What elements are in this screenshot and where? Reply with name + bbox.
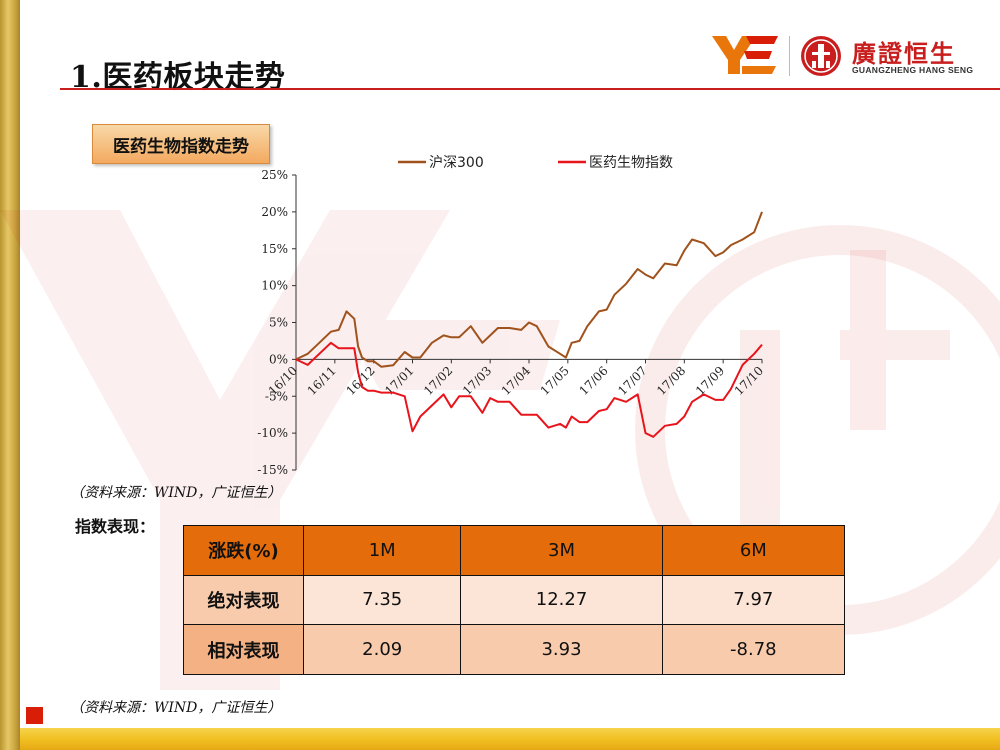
ye-logo-icon: [712, 36, 778, 74]
table-header-cell: 6M: [661, 525, 846, 576]
x-tick-label: 17/08: [654, 364, 688, 398]
brand-name-cn: 廣證恒生: [852, 39, 956, 68]
x-tick-label: 16/11: [305, 364, 339, 398]
title-divider: [60, 88, 1000, 90]
corner-red-square: [26, 707, 43, 724]
series-line-hs300: [295, 211, 763, 368]
brand-name-en: GUANGZHENG HANG SENG: [852, 65, 974, 75]
series-line-pharma: [295, 341, 763, 438]
x-tick-label: 17/10: [732, 364, 766, 398]
y-tick-label: 20%: [261, 205, 288, 219]
x-tick-label: 17/06: [576, 364, 610, 398]
x-tick-label: 17/04: [499, 363, 534, 398]
table-source-note: （资料来源：WIND，广证恒生）: [70, 700, 282, 716]
y-tick-label: -15%: [257, 463, 288, 477]
x-tick-label: 17/07: [615, 364, 649, 398]
table-header-cell: 涨跌(%): [183, 525, 304, 576]
index-trend-chart: 25% 20% 15% 10% 5% 0% -5% -10% -15% 16/10 16/11 16/…: [240, 150, 780, 480]
left-decor-bar: [0, 0, 20, 750]
table-header-cell: 3M: [460, 525, 663, 576]
x-tick-label: 17/09: [693, 364, 727, 398]
table-header-cell: 1M: [302, 525, 462, 576]
table-row: 相对表现 2.09 3.93 -8.78: [183, 624, 846, 675]
seal-logo-icon: [801, 36, 841, 76]
y-tick-label: 15%: [261, 242, 288, 256]
index-section-label: 医药生物指数走势: [92, 124, 270, 164]
x-tick-label: 17/05: [538, 364, 572, 398]
table-cell: 2.09: [302, 624, 462, 675]
table-cell: 3.93: [460, 624, 663, 675]
table-cell: 7.35: [302, 574, 462, 626]
y-tick-label: 5%: [269, 316, 288, 330]
line-chart-svg: 25%20%15%10%5%0%-5%-10%-15%16/10 16/11 16/…: [257, 155, 766, 477]
row-label: 绝对表现: [183, 574, 304, 626]
table-cell: -8.78: [661, 624, 846, 675]
y-tick-label: 25%: [261, 168, 288, 182]
legend-label: 沪深300: [429, 155, 484, 171]
table-cell: 12.27: [460, 574, 663, 626]
y-tick-label: 0%: [269, 352, 288, 366]
performance-table: 涨跌(%) 1M 3M 6M 绝对表现 7.35 12.27 7.97 相对表现…: [183, 525, 846, 675]
legend-label: 医药生物指数: [589, 155, 673, 171]
table-cell: 7.97: [661, 574, 846, 626]
y-tick-label: 10%: [261, 279, 288, 293]
y-tick-label: -5%: [265, 389, 288, 403]
row-label: 相对表现: [183, 624, 304, 675]
bottom-decor-bar: [20, 728, 1000, 750]
performance-label: 指数表现：: [75, 517, 156, 536]
table-header-row: 涨跌(%) 1M 3M 6M: [183, 525, 846, 576]
chart-source-note: （资料来源：WIND，广证恒生）: [70, 485, 282, 501]
y-tick-label: -10%: [257, 426, 288, 440]
x-tick-label: 17/03: [460, 364, 494, 398]
x-tick-label: 17/02: [421, 364, 455, 398]
table-row: 绝对表现 7.35 12.27 7.97: [183, 574, 846, 626]
logo-divider: [789, 36, 790, 76]
